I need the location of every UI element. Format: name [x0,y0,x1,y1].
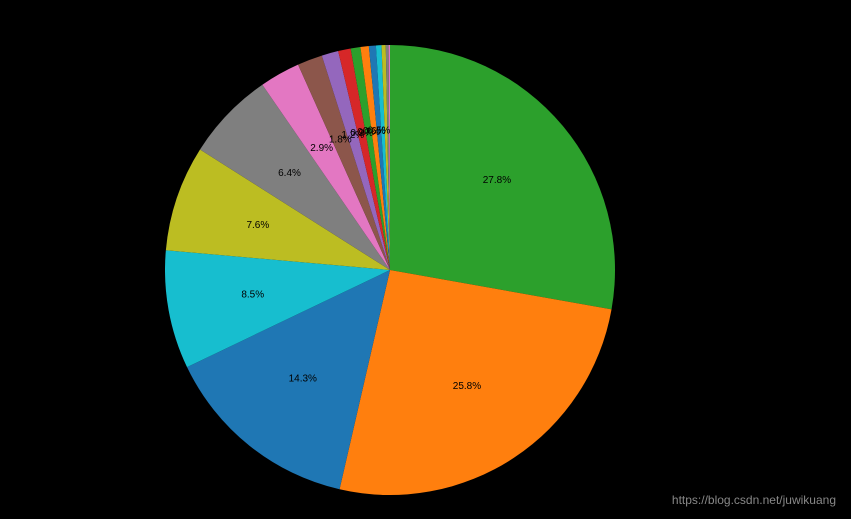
pie-slice-label: 14.3% [289,374,317,385]
pie-slice-label: 7.6% [246,220,269,231]
pie-slice-label: 6.4% [278,168,301,179]
pie-chart: 27.8%25.8%14.3%8.5%7.6%6.4%2.9%1.8%1.2%0… [165,45,615,495]
pie-slice-label: 27.8% [483,175,511,186]
pie-slice-label: 25.8% [453,381,481,392]
pie-slice-label: 0.5% [368,126,391,137]
pie-slice-label: 8.5% [241,289,264,300]
pie-chart-svg: 27.8%25.8%14.3%8.5%7.6%6.4%2.9%1.8%1.2%0… [165,45,615,495]
watermark-text: https://blog.csdn.net/juwikuang [672,493,836,507]
